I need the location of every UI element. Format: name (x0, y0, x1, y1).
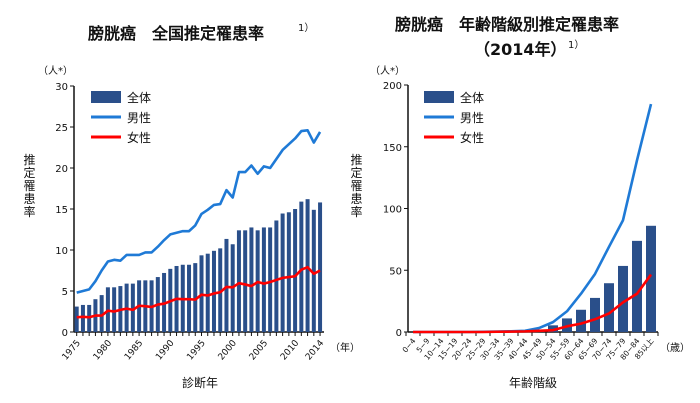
chart-title-line2: （2014年） (474, 40, 567, 59)
y-unit: （人*） (370, 65, 405, 77)
legend: 全体 男性 女性 (424, 90, 484, 145)
line-female (413, 273, 653, 334)
x-tick-label: 1975 (61, 339, 83, 363)
x-tick-label: 2000 (217, 338, 240, 362)
bar-total (293, 209, 298, 332)
y-tick-label: 10 (55, 246, 68, 257)
legend-swatch-total (91, 91, 121, 103)
title-footnote: 1） (298, 22, 314, 34)
legend-label-total: 全体 (460, 90, 484, 105)
bar-total (646, 225, 656, 332)
bar-total (99, 295, 104, 332)
y-tick-label: 150 (383, 143, 402, 154)
line-female (76, 265, 321, 319)
legend-label-male: 男性 (460, 111, 484, 125)
y-tick-label: 50 (389, 266, 402, 277)
chart-left: 膀胱癌 全国推定罹患率 1） （人*） 推定罹患率 診断年 （年） 0 5 10 15… (22, 22, 360, 390)
x-tick-label: 2010 (279, 338, 302, 362)
bar-total (261, 227, 266, 332)
bar-total (249, 227, 254, 332)
x-unit: （歳） (660, 342, 690, 354)
bar-total (286, 212, 291, 332)
y-tick-label: 200 (383, 81, 402, 92)
y-axis-label: 推定罹患率 (22, 153, 36, 218)
y-unit: （人*） (38, 65, 73, 77)
y-tick-label: 30 (55, 82, 68, 93)
bar-total (618, 265, 628, 332)
bar-total (243, 230, 248, 332)
bar-total (299, 201, 304, 332)
y-tick-label: 15 (55, 205, 68, 216)
x-tick-label: 1985 (123, 339, 145, 363)
bar-total (193, 263, 198, 332)
bar-total (590, 297, 600, 332)
y-axis-label: 推定罹患率 (349, 153, 363, 218)
x-unit: （年） (330, 341, 360, 354)
bar-total (280, 213, 285, 332)
legend-swatch-total (424, 91, 454, 103)
x-tick-label: 0−4 (400, 336, 417, 354)
x-tick-label: 1990 (154, 338, 177, 362)
title-footnote: 1） (568, 39, 584, 51)
bar-total (112, 287, 117, 332)
y-tick-label: 5 (62, 287, 68, 298)
bar-total (211, 250, 216, 332)
bar-total (311, 209, 316, 332)
chart-title: 膀胱癌 年齢階級別推定罹患率 (395, 15, 619, 34)
bar-total (130, 283, 135, 332)
y-tick-label: 0 (62, 328, 68, 339)
bar-total (218, 248, 223, 332)
x-tick-label: 2005 (248, 339, 270, 363)
bar-total (74, 306, 79, 332)
bar-total (268, 227, 273, 332)
x-axis-label: 年齢階級 (509, 375, 557, 390)
bar-total (305, 199, 310, 332)
bar-total (604, 283, 614, 332)
legend-label-female: 女性 (127, 130, 151, 145)
x-axis-label: 診断年 (182, 375, 218, 390)
bar-total (274, 220, 279, 332)
legend-label-male: 男性 (127, 111, 151, 125)
x-tick-label: 1995 (185, 339, 207, 363)
legend-label-total: 全体 (127, 90, 151, 105)
x-tick-label: 2014 (304, 338, 327, 362)
legend-label-female: 女性 (460, 130, 484, 145)
bar-total (548, 325, 558, 332)
bar-total (224, 238, 229, 332)
bar-total (632, 240, 642, 332)
legend: 全体 男性 女性 (91, 90, 151, 145)
bar-total (576, 309, 586, 332)
y-tick-label: 25 (55, 123, 68, 134)
chart-title: 膀胱癌 全国推定罹患率 (88, 24, 264, 43)
y-tick-label: 100 (383, 205, 402, 216)
line-male (76, 128, 322, 294)
x-tick-label: 1980 (92, 338, 115, 362)
bar-total (80, 304, 85, 332)
y-tick-label: 0 (396, 328, 402, 339)
chart-right: 膀胱癌 年齢階級別推定罹患率 （2014年） 1） （人*） 推定罹患率 年齢階… (349, 15, 690, 390)
bar-total (236, 230, 241, 332)
bar-total (318, 202, 323, 332)
bar-total (205, 253, 210, 332)
y-tick-label: 20 (55, 164, 68, 175)
